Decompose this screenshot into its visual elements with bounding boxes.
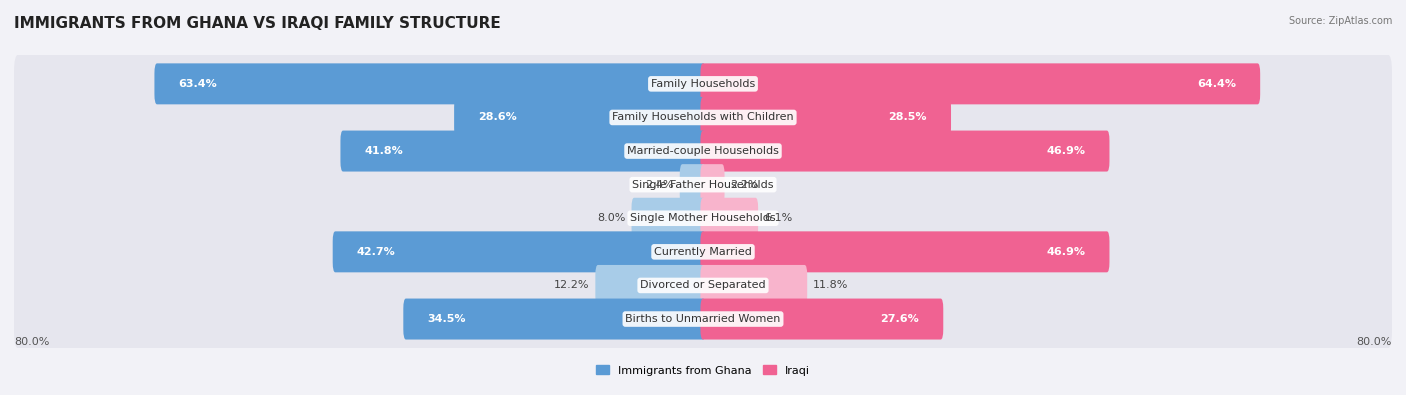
Text: Married-couple Households: Married-couple Households — [627, 146, 779, 156]
FancyBboxPatch shape — [14, 122, 1392, 180]
Text: 2.4%: 2.4% — [645, 180, 673, 190]
Text: Family Households: Family Households — [651, 79, 755, 89]
Text: 2.2%: 2.2% — [731, 180, 759, 190]
Text: Source: ZipAtlas.com: Source: ZipAtlas.com — [1288, 16, 1392, 26]
FancyBboxPatch shape — [404, 299, 706, 340]
FancyBboxPatch shape — [340, 131, 706, 171]
Text: 64.4%: 64.4% — [1197, 79, 1236, 89]
FancyBboxPatch shape — [700, 97, 950, 138]
FancyBboxPatch shape — [631, 198, 706, 239]
Text: 12.2%: 12.2% — [554, 280, 589, 290]
FancyBboxPatch shape — [700, 63, 1260, 104]
Text: 80.0%: 80.0% — [14, 337, 49, 346]
Text: Currently Married: Currently Married — [654, 247, 752, 257]
FancyBboxPatch shape — [155, 63, 706, 104]
FancyBboxPatch shape — [454, 97, 706, 138]
FancyBboxPatch shape — [700, 198, 758, 239]
FancyBboxPatch shape — [14, 256, 1392, 315]
Text: 27.6%: 27.6% — [880, 314, 920, 324]
Text: 6.1%: 6.1% — [763, 213, 793, 223]
FancyBboxPatch shape — [14, 55, 1392, 113]
FancyBboxPatch shape — [700, 231, 1109, 272]
FancyBboxPatch shape — [333, 231, 706, 272]
Text: Births to Unmarried Women: Births to Unmarried Women — [626, 314, 780, 324]
FancyBboxPatch shape — [14, 155, 1392, 214]
Text: IMMIGRANTS FROM GHANA VS IRAQI FAMILY STRUCTURE: IMMIGRANTS FROM GHANA VS IRAQI FAMILY ST… — [14, 16, 501, 31]
Text: 42.7%: 42.7% — [357, 247, 395, 257]
FancyBboxPatch shape — [14, 223, 1392, 281]
Text: Divorced or Separated: Divorced or Separated — [640, 280, 766, 290]
Text: Single Father Households: Single Father Households — [633, 180, 773, 190]
FancyBboxPatch shape — [14, 189, 1392, 248]
FancyBboxPatch shape — [700, 164, 724, 205]
FancyBboxPatch shape — [679, 164, 706, 205]
FancyBboxPatch shape — [700, 299, 943, 340]
Text: 46.9%: 46.9% — [1046, 247, 1085, 257]
Text: 41.8%: 41.8% — [364, 146, 404, 156]
Text: 11.8%: 11.8% — [813, 280, 849, 290]
FancyBboxPatch shape — [700, 265, 807, 306]
Text: 46.9%: 46.9% — [1046, 146, 1085, 156]
Text: 63.4%: 63.4% — [179, 79, 218, 89]
Text: 8.0%: 8.0% — [598, 213, 626, 223]
Legend: Immigrants from Ghana, Iraqi: Immigrants from Ghana, Iraqi — [592, 361, 814, 380]
FancyBboxPatch shape — [595, 265, 706, 306]
FancyBboxPatch shape — [14, 290, 1392, 348]
Text: Single Mother Households: Single Mother Households — [630, 213, 776, 223]
FancyBboxPatch shape — [14, 88, 1392, 147]
Text: 28.6%: 28.6% — [478, 113, 517, 122]
Text: Family Households with Children: Family Households with Children — [612, 113, 794, 122]
Text: 28.5%: 28.5% — [889, 113, 927, 122]
Text: 80.0%: 80.0% — [1357, 337, 1392, 346]
FancyBboxPatch shape — [700, 131, 1109, 171]
Text: 34.5%: 34.5% — [427, 314, 465, 324]
